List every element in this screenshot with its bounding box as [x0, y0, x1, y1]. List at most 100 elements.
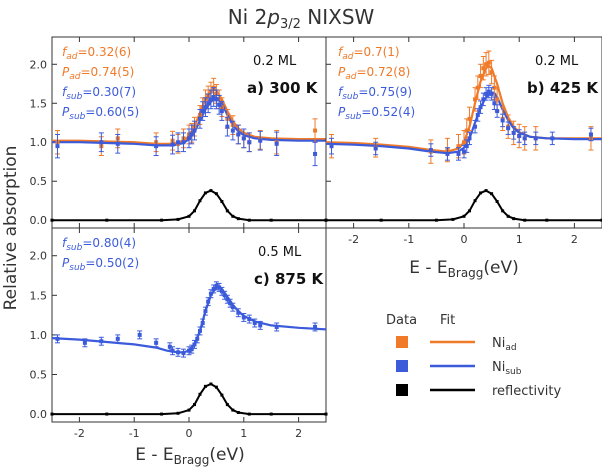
panel-c-data-point-sub: [228, 301, 233, 306]
panel-a-data-point-sub: [241, 136, 246, 141]
panel-c-data-point-sub: [187, 348, 191, 353]
panel-b-data-point-ad: [486, 60, 491, 65]
panel-c-data-point-sub: [206, 299, 211, 304]
panel-b-coverage: 0.2 ML: [535, 54, 579, 69]
param-symbol: P: [62, 65, 70, 79]
panel-a-data-point-sub: [115, 141, 120, 146]
panel-c-fit-sub: [51, 285, 327, 354]
panel-c-xtick-label: 0: [186, 427, 193, 440]
panel-c-refl-point: [192, 403, 196, 407]
panel-a-refl-point: [209, 189, 213, 193]
panel-a-data-point-sub: [197, 116, 202, 121]
panel-b-data-point-sub: [506, 126, 511, 131]
panel-b-data-point-sub: [500, 118, 505, 123]
panel-b-data-point-sub: [464, 144, 469, 149]
panel-c-data-point-sub: [192, 342, 197, 347]
panel-c-label: c) 875 K: [254, 270, 325, 288]
x-axis-label-b: E - EBragg(eV): [409, 258, 519, 280]
panel-c-data-point-sub: [274, 324, 279, 329]
panel-b-data-point-ad: [475, 85, 480, 90]
param-subscript: ad: [66, 52, 78, 62]
panel-b-xtick-label: 0: [461, 233, 468, 246]
param-subscript: ad: [342, 52, 354, 62]
param-value: =0.7(1): [353, 45, 399, 59]
panel-c-refl-point: [225, 403, 229, 407]
param-symbol: P: [338, 105, 346, 119]
panel-c-data-point-sub: [167, 344, 172, 349]
param-symbol: f: [338, 45, 344, 59]
panel-b-data-point-sub: [428, 148, 433, 153]
legend: Data Fit Niad Nisub reflectivity: [386, 313, 562, 399]
panel-b-refl-point: [379, 218, 383, 222]
legend-label-sub: Nisub: [492, 360, 522, 377]
panel-b-refl-point: [506, 214, 510, 218]
panel-b-param: Psub=0.52(4): [338, 105, 415, 122]
panel-b-data-point-sub: [511, 130, 516, 135]
panel-b-data-point-sub: [492, 101, 497, 106]
panel-c-refl-point: [247, 412, 251, 416]
panel-b-param: fad=0.7(1): [338, 45, 400, 62]
panel-c-data-point-sub: [258, 323, 263, 328]
panel-a-ytick-label: 1.5: [30, 97, 48, 110]
panel-a-data-point-sub: [211, 95, 216, 100]
panel-b-data-point-ad: [484, 62, 489, 67]
panel-b-xtick-label: -1: [403, 233, 414, 246]
panel-a-data-point-sub: [247, 140, 252, 145]
panel-c-ytick-label: 0.5: [30, 368, 48, 381]
panel-b-xtick-label: -2: [348, 233, 359, 246]
panel-a-data-point-ad: [313, 128, 318, 133]
panel-b-refl-point: [523, 218, 527, 222]
panel-a-data-point-sub: [313, 151, 318, 156]
panel-a-param: fsub=0.30(7): [62, 85, 136, 102]
panel-b-refl-point: [512, 217, 516, 221]
panel-b-data-point-sub: [329, 144, 334, 149]
panel-c-data-point-sub: [219, 289, 224, 294]
panel-c-data-point-sub: [82, 340, 87, 345]
panel-b-refl-point: [501, 209, 505, 213]
panel-b-data-point-sub: [467, 136, 472, 141]
panel-b-data-point-sub: [473, 124, 478, 129]
panel-c-refl-point: [198, 392, 202, 396]
panel-c-refl-point: [203, 384, 207, 388]
panel-b-param: fsub=0.75(9): [338, 85, 412, 102]
panel-a-data-point-sub: [200, 109, 205, 114]
panel-a-data-point-sub: [236, 132, 241, 137]
panel-b-refl-point: [468, 209, 472, 213]
panel-a-ytick-label: 1.0: [30, 136, 48, 149]
panel-c-refl-point: [236, 410, 240, 414]
panel-a-data-point-sub: [176, 140, 181, 145]
panel-a-ytick-label: 0.0: [30, 214, 48, 227]
panel-c-data-point-sub: [247, 317, 252, 322]
panel-c-data-point-sub: [195, 336, 200, 341]
panel-c-data-point-sub: [115, 336, 120, 341]
panel-b-data-point-sub: [495, 109, 500, 114]
panel-c-ytick-label: 1.0: [30, 329, 48, 342]
param-subscript: sub: [69, 112, 85, 122]
panel-a-coverage: 0.2 ML: [253, 54, 297, 69]
panel-c-refl-point: [269, 412, 273, 416]
param-value: =0.50(2): [85, 256, 139, 270]
panel-c-data-point-sub: [208, 291, 213, 296]
panel-a-refl-point: [203, 191, 207, 195]
param-symbol: P: [338, 65, 346, 79]
panel-b-refl-point: [324, 218, 328, 222]
figure-title: Ni 2p3/2 NIXSW: [228, 5, 375, 32]
param-symbol: P: [62, 256, 70, 270]
panel-a-refl-point: [269, 218, 273, 222]
panel-a-data-point-sub: [230, 128, 235, 133]
panel-a-data-point-sub: [203, 105, 208, 110]
panel-a-data-point-sub: [217, 102, 222, 107]
panel-a-ytick-label: 2.0: [30, 58, 48, 71]
panel-c-xtick-label: 2: [295, 427, 302, 440]
panel-a-refl-point: [176, 217, 180, 221]
panel-b-data-point-ad: [478, 73, 483, 78]
panel-b-refl-point: [545, 218, 549, 222]
panel-b-refl-point: [600, 218, 602, 222]
panel-b-data-point-ad: [467, 116, 472, 121]
panel-b-data-point-sub: [588, 132, 593, 137]
param-subscript: sub: [342, 92, 358, 102]
panel-c-data-point-sub: [176, 350, 181, 355]
panel-a-data-point-sub: [258, 138, 263, 143]
panel-c-data-point-sub: [225, 297, 230, 302]
panel-b-refl-point: [490, 192, 494, 196]
